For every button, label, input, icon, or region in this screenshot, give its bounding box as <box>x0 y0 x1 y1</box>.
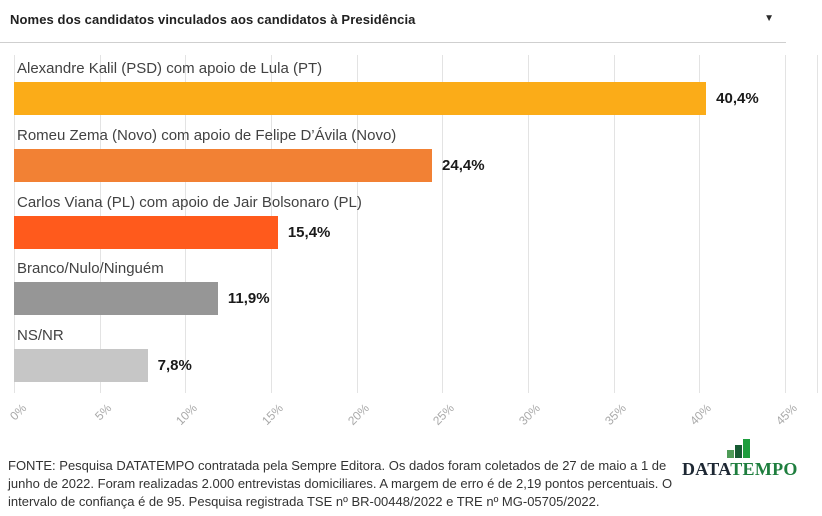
gridline <box>528 55 529 393</box>
bar <box>14 215 278 249</box>
x-tick-label: 45% <box>773 401 800 428</box>
bar-value-label: 15,4% <box>287 223 331 241</box>
gridline <box>613 55 615 393</box>
logo-text-data: DATA <box>682 459 731 479</box>
chart-selector-dropdown[interactable]: Nomes dos candidatos vinculados aos cand… <box>0 0 786 43</box>
x-tick-label: 10% <box>173 401 201 428</box>
x-tick-label: 30% <box>516 401 543 428</box>
bar-row: Branco/Nulo/Ninguém 11,9% <box>0 255 822 321</box>
bar-chart: Alexandre Kalil (PSD) com apoio de Lula … <box>0 55 822 393</box>
bar-label: Branco/Nulo/Ninguém <box>17 260 164 278</box>
datatempo-logo: DATATEMPO <box>682 439 797 480</box>
bar <box>14 148 433 182</box>
bar-value-label: 40,4% <box>716 90 759 107</box>
bar-label: NS/NR <box>17 327 64 345</box>
bar-row: Romeu Zema (Novo) com apoio de Felipe D’… <box>0 122 822 188</box>
x-tick-label: 5% <box>92 401 115 424</box>
gridline <box>699 55 701 393</box>
bar-row: Alexandre Kalil (PSD) com apoio de Lula … <box>0 55 822 121</box>
bar-value-label: 11,9% <box>227 290 270 308</box>
x-tick-label: 0% <box>6 401 29 424</box>
bar <box>14 282 218 316</box>
bar-row: NS/NR 7,8% <box>0 322 822 388</box>
bar <box>14 82 707 115</box>
footer: FONTE: Pesquisa DATATEMPO contratada pel… <box>0 439 822 511</box>
bar <box>14 349 148 383</box>
x-tick-label: 20% <box>344 401 372 428</box>
x-tick-label: 15% <box>259 401 286 428</box>
x-tick-label: 35% <box>601 401 629 428</box>
x-tick-label: 40% <box>687 401 715 428</box>
page-title: Nomes dos candidatos vinculados aos cand… <box>10 12 416 27</box>
x-tick-label: 25% <box>430 401 458 428</box>
plot-right-border <box>817 55 818 393</box>
bar-label: Alexandre Kalil (PSD) com apoio de Lula … <box>17 60 323 77</box>
bar-value-label: 7,8% <box>157 357 192 375</box>
bar-value-label: 24,4% <box>442 156 485 174</box>
bar-row: Carlos Viana (PL) com apoio de Jair Bols… <box>0 189 822 255</box>
logo-text: DATATEMPO <box>682 459 797 480</box>
bar-chart-icon <box>682 439 794 458</box>
logo-bar <box>726 450 734 458</box>
source-note: FONTE: Pesquisa DATATEMPO contratada pel… <box>8 458 673 509</box>
logo-bar <box>734 445 742 458</box>
x-axis: 0% 5% 10% 15% 20% 25% 30% 35% 40% 45% <box>0 393 822 443</box>
gridline <box>356 55 358 393</box>
logo-text-tempo: TEMPO <box>730 459 798 479</box>
gridline <box>785 55 786 393</box>
chevron-down-icon: ▼ <box>764 13 774 24</box>
bar-label: Romeu Zema (Novo) com apoio de Felipe D’… <box>17 126 397 144</box>
bar-label: Carlos Viana (PL) com apoio de Jair Bols… <box>17 193 362 211</box>
gridline <box>442 55 444 393</box>
logo-bar <box>742 439 750 458</box>
